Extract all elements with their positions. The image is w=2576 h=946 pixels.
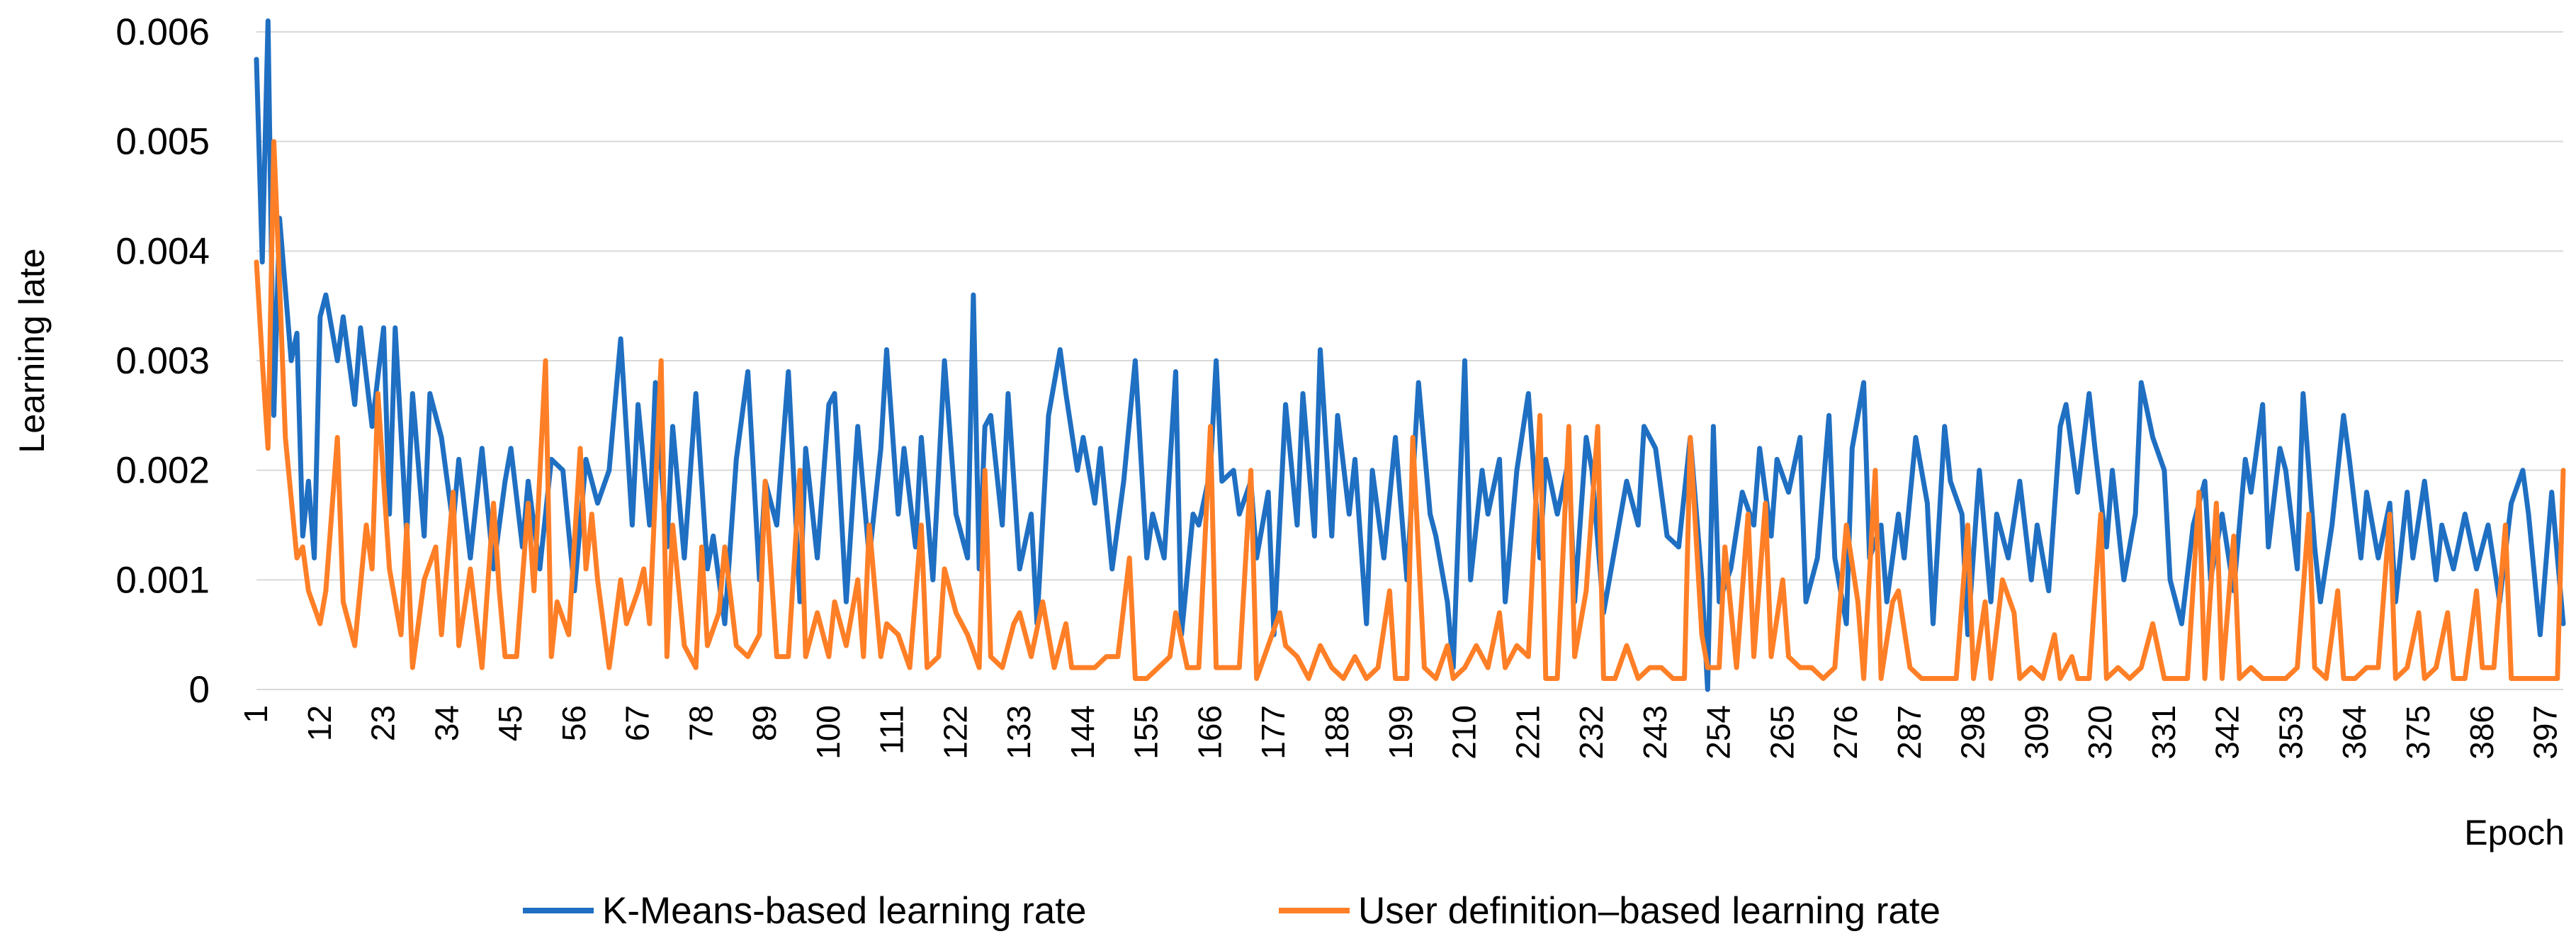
x-tick-label: 254 xyxy=(1700,705,1737,760)
x-axis-label: Epoch xyxy=(2464,813,2565,852)
y-tick-label: 0.005 xyxy=(115,121,210,163)
x-axis-ticks: 1 12 23 34 45 56 67 78 89 100 111 122 133 144 155 166 17… xyxy=(237,705,2564,760)
x-tick-label: 166 xyxy=(1191,705,1228,760)
x-tick-label: 221 xyxy=(1509,705,1546,760)
x-tick-label: 144 xyxy=(1064,705,1101,760)
x-tick-label: 100 xyxy=(810,705,847,760)
x-tick-label: 188 xyxy=(1318,705,1355,760)
y-tick-label: 0.002 xyxy=(115,450,210,492)
x-tick-label: 232 xyxy=(1573,705,1610,760)
x-tick-label: 56 xyxy=(555,705,592,741)
legend-label-user-definition: User definition–based learning rate xyxy=(1358,890,1941,932)
y-tick-label: 0.003 xyxy=(115,340,210,382)
x-tick-label: 276 xyxy=(1827,705,1864,760)
x-tick-label: 364 xyxy=(2336,705,2373,760)
x-tick-label: 298 xyxy=(1955,705,1992,760)
y-axis-ticks: 0 0.001 0.002 0.003 0.004 0.005 0.006 xyxy=(115,11,210,711)
x-tick-label: 320 xyxy=(2081,705,2118,760)
x-tick-label: 287 xyxy=(1891,705,1928,760)
x-tick-label: 177 xyxy=(1255,705,1292,760)
x-tick-label: 265 xyxy=(1763,705,1800,760)
legend-label-kmeans: K-Means-based learning rate xyxy=(602,890,1087,932)
x-tick-label: 34 xyxy=(428,705,465,741)
series-line-user-definition xyxy=(254,139,2566,681)
x-tick-label: 342 xyxy=(2209,705,2246,760)
x-tick-label: 12 xyxy=(301,705,338,741)
x-tick-label: 309 xyxy=(2018,705,2055,760)
x-tick-label: 243 xyxy=(1637,705,1673,760)
y-tick-label: 0.004 xyxy=(115,230,210,272)
series-line-kmeans xyxy=(254,18,2566,692)
series-lines xyxy=(254,18,2566,692)
y-tick-label: 0 xyxy=(189,669,210,711)
x-tick-label: 386 xyxy=(2463,705,2500,760)
x-tick-label: 111 xyxy=(874,705,910,755)
x-tick-label: 375 xyxy=(2400,705,2436,760)
x-tick-label: 89 xyxy=(746,705,783,741)
x-tick-label: 1 xyxy=(237,705,274,723)
x-tick-label: 23 xyxy=(365,705,402,741)
x-tick-label: 67 xyxy=(619,705,656,741)
x-tick-label: 78 xyxy=(682,705,719,741)
y-tick-label: 0.006 xyxy=(115,11,210,53)
x-tick-label: 353 xyxy=(2272,705,2309,760)
y-axis-label: Learning late xyxy=(12,248,52,453)
x-tick-label: 210 xyxy=(1446,705,1483,760)
legend: K-Means-based learning rate User definit… xyxy=(523,890,1941,932)
x-tick-label: 199 xyxy=(1382,705,1419,760)
x-tick-label: 45 xyxy=(492,705,529,741)
x-tick-label: 397 xyxy=(2527,705,2564,760)
x-tick-label: 133 xyxy=(1000,705,1037,760)
x-tick-label: 155 xyxy=(1128,705,1165,760)
y-tick-label: 0.001 xyxy=(115,559,210,601)
x-tick-label: 122 xyxy=(937,705,973,760)
x-tick-label: 331 xyxy=(2145,705,2182,760)
